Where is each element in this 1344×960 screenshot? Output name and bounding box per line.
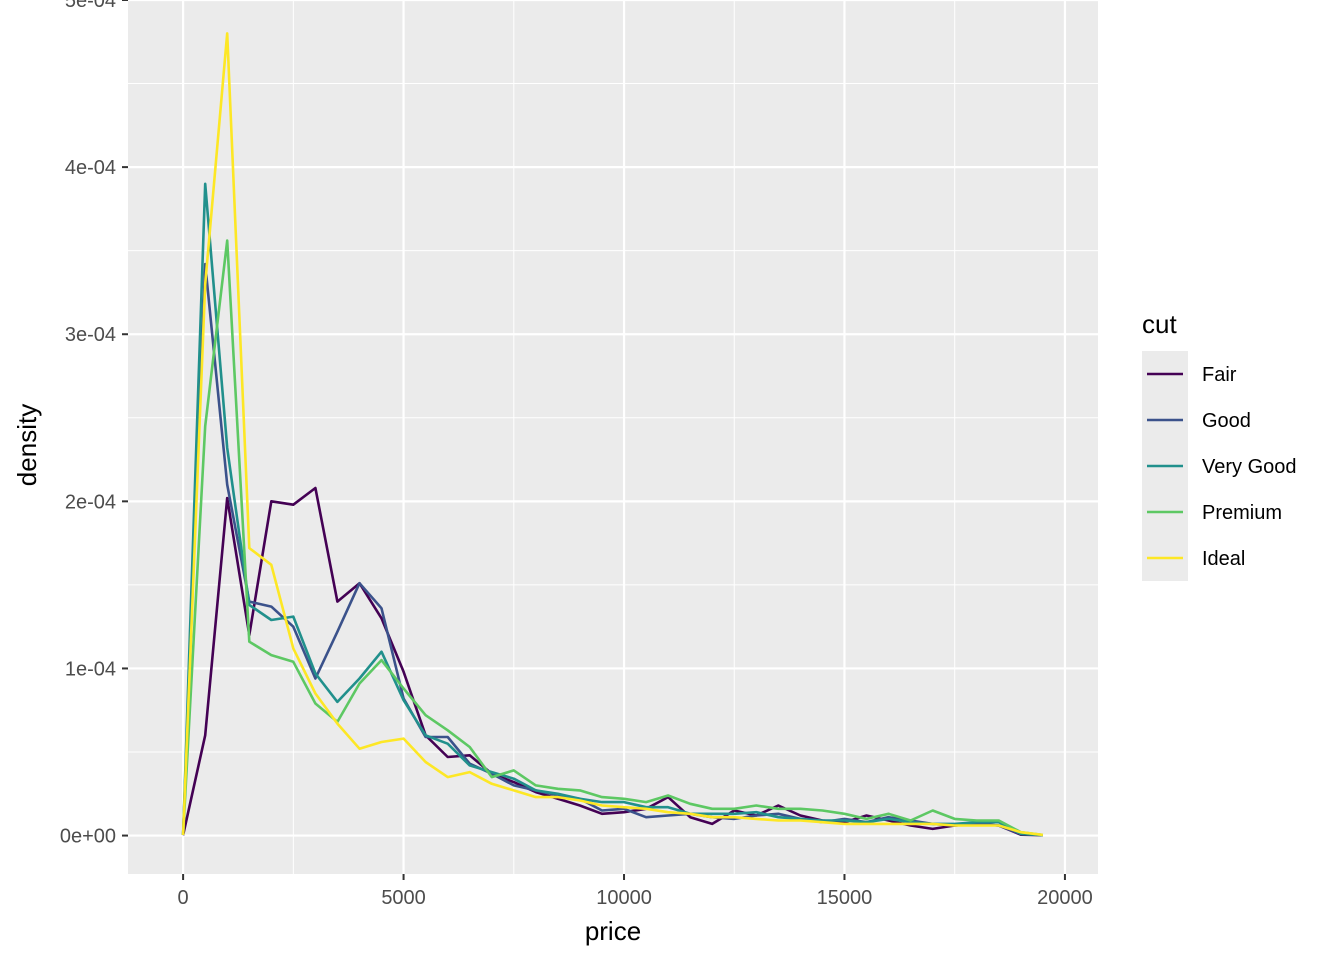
x-tick-label: 5000 (381, 887, 426, 909)
minor-gridlines (128, 0, 1098, 874)
x-axis-ticks: 0 5000 10000 15000 20000 (178, 874, 1093, 909)
plot-panel (128, 0, 1098, 874)
legend-label-premium: Premium (1202, 502, 1282, 524)
series-line-premium (181, 239, 1044, 837)
y-axis-ticks: 0e+00 1e-04 2e-04 3e-04 4e-04 5e-04 (60, 0, 128, 848)
x-tick-label: 0 (178, 887, 189, 909)
legend: cut Fair Good Very Good Premium Ideal (1142, 309, 1297, 581)
x-tick-label: 10000 (596, 887, 652, 909)
y-tick-label: 2e-04 (65, 491, 116, 513)
series-line-ideal (181, 32, 1044, 837)
x-axis-title: price (585, 916, 641, 946)
y-tick-label: 4e-04 (65, 157, 116, 179)
y-tick-label: 3e-04 (65, 324, 116, 346)
major-gridlines (128, 0, 1098, 874)
legend-items: Fair Good Very Good Premium Ideal (1147, 364, 1297, 570)
series-line-good (181, 262, 1043, 837)
legend-label-fair: Fair (1202, 364, 1237, 386)
series-lines (181, 32, 1044, 837)
x-tick-label: 20000 (1037, 887, 1093, 909)
legend-label-good: Good (1202, 410, 1251, 432)
series-line-very-good (181, 182, 1043, 837)
y-tick-label: 1e-04 (65, 658, 116, 680)
legend-label-very-good: Very Good (1202, 456, 1297, 478)
y-tick-label: 5e-04 (65, 0, 116, 12)
legend-title: cut (1142, 309, 1177, 339)
y-axis-title: density (12, 404, 42, 486)
y-tick-label: 0e+00 (60, 826, 116, 848)
x-tick-label: 15000 (817, 887, 873, 909)
legend-label-ideal: Ideal (1202, 548, 1245, 570)
